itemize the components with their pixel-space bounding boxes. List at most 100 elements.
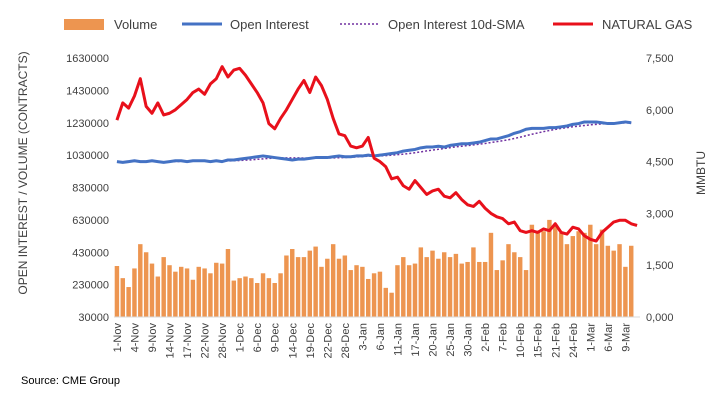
x-tick-label: 20-Jan: [428, 323, 440, 357]
volume-bar: [547, 219, 552, 318]
volume-bar: [436, 258, 441, 317]
volume-bar: [167, 265, 172, 317]
y-right-tick-label: 1,500: [646, 260, 674, 272]
x-tick-label: 6-Dec: [252, 323, 264, 353]
y-axis-left-ticks: 1630000 1430000 1230000 1030000 830000 630000…: [66, 53, 109, 324]
volume-bar: [529, 224, 535, 317]
volume-bar: [354, 265, 359, 317]
volume-bar: [424, 257, 429, 317]
x-tick-label: 7-Feb: [498, 323, 510, 352]
volume-bar: [143, 252, 149, 317]
volume-bar: [208, 273, 213, 317]
x-tick-label: 28-Nov: [217, 323, 229, 359]
volume-bar: [284, 255, 289, 317]
volume-bar: [371, 273, 377, 317]
volume-bar: [178, 266, 184, 317]
volume-bar: [541, 231, 546, 317]
x-tick-label: 15-Feb: [533, 323, 545, 358]
volume-bar: [313, 246, 318, 317]
x-tick-label: 9-Dec: [270, 323, 282, 353]
volume-bar: [395, 265, 400, 317]
volume-bar: [301, 257, 307, 317]
volume-bar: [593, 244, 599, 317]
volume-bar: [155, 276, 161, 317]
x-tick-label: 28-Dec: [340, 323, 352, 359]
volume-bar: [184, 268, 190, 317]
y-left-tick-label: 30000: [78, 312, 109, 324]
volume-bar: [558, 232, 564, 317]
volume-bar: [430, 250, 435, 317]
volume-bar: [477, 261, 482, 317]
x-tick-label: 9-Mar: [620, 323, 632, 352]
legend-natural-gas-label: NATURAL GAS: [602, 17, 693, 32]
x-tick-label: 4-Nov: [129, 323, 141, 353]
x-tick-label: 14-Dec: [287, 323, 299, 359]
volume-bar: [149, 263, 155, 317]
volume-bar: [599, 229, 605, 317]
volume-bar: [132, 268, 137, 317]
x-tick-label: 6-Jan: [375, 323, 387, 351]
volume-bar: [441, 252, 447, 317]
legend-open-interest-label: Open Interest: [230, 17, 309, 32]
volume-bar: [605, 245, 611, 317]
y-right-tick-label: 3,000: [646, 208, 674, 220]
volume-bar: [576, 231, 581, 317]
volume-bar: [623, 266, 628, 317]
volume-bar: [570, 236, 576, 317]
volume-bar: [114, 266, 120, 317]
volume-bar: [202, 268, 207, 317]
volume-bar: [366, 278, 371, 317]
volume-bar: [453, 253, 459, 317]
natural-gas-line: [115, 65, 638, 243]
volume-bar: [325, 258, 330, 317]
legend-volume-swatch: [64, 19, 104, 30]
y-left-tick-label: 430000: [72, 247, 109, 259]
y-left-tick-label: 830000: [72, 183, 109, 195]
x-tick-label: 30-Jan: [463, 323, 475, 357]
x-tick-label: 10-Feb: [515, 323, 527, 358]
volume-bar: [494, 270, 500, 317]
volume-bar: [517, 257, 523, 317]
volume-bar: [330, 244, 336, 317]
volume-bar: [401, 257, 406, 317]
x-tick-label: 1-Nov: [112, 323, 124, 353]
volume-bar: [260, 273, 266, 317]
volume-bar: [336, 258, 342, 317]
volume-bar: [126, 287, 131, 317]
volume-bar: [588, 224, 593, 317]
volume-bar: [418, 247, 424, 317]
volume-bar: [553, 224, 558, 317]
y-axis-left-title: OPEN INTEREST / VOLUME (CONTRACTS): [16, 51, 30, 294]
x-tick-label: 1-Mar: [585, 323, 597, 352]
y-axis-right-title: MMBTU: [694, 151, 708, 195]
volume-bar: [500, 260, 505, 317]
x-tick-label: 6-Mar: [603, 323, 615, 352]
volume-bar: [512, 252, 517, 317]
x-tick-label: 14-Nov: [165, 323, 177, 359]
volume-bar: [564, 244, 570, 317]
volume-bar: [254, 283, 260, 317]
volume-bar: [617, 244, 622, 317]
y-right-tick-label: 4,500: [646, 157, 674, 169]
x-tick-label: 24-Feb: [568, 323, 580, 358]
x-axis-ticks: 1-Nov 4-Nov 9-Nov 14-Nov 17-Nov 22-Nov 28-Nov 1…: [112, 323, 632, 359]
x-tick-label: 1-Dec: [235, 323, 247, 353]
volume-bar: [120, 278, 125, 317]
volume-bar: [348, 270, 353, 317]
x-tick-label: 17-Nov: [182, 323, 194, 359]
volume-bar: [290, 249, 295, 317]
y-right-tick-label: 6,000: [646, 105, 674, 117]
volume-bar: [389, 292, 394, 317]
y-left-tick-label: 630000: [72, 215, 109, 227]
volume-bar: [488, 232, 494, 317]
volume-bar: [406, 265, 412, 317]
volume-bar: [459, 263, 464, 317]
volume-bar: [535, 231, 540, 317]
volume-bar: [412, 263, 418, 317]
volume-bar: [482, 261, 488, 317]
volume-bar: [377, 271, 383, 317]
volume-bar: [231, 280, 237, 317]
volume-bar: [243, 276, 248, 317]
source-note: Source: CME Group: [21, 375, 120, 387]
